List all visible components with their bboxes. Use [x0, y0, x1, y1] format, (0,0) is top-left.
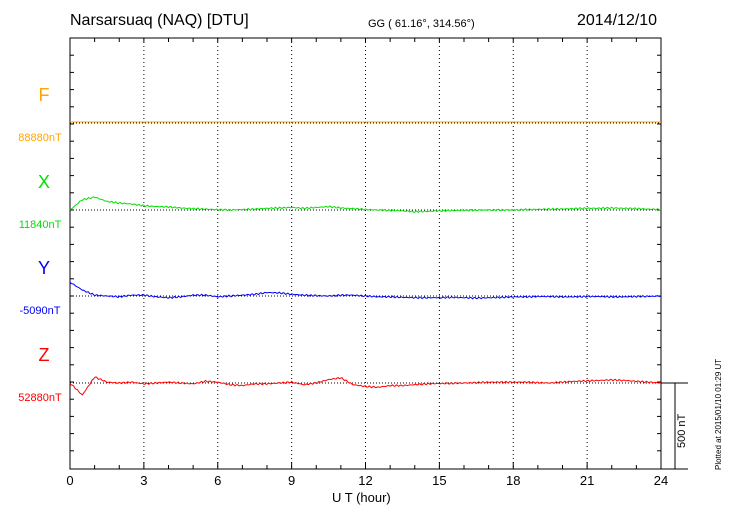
- baseline-value-y: -5090nT: [19, 305, 61, 317]
- baseline-value-x: 11840nT: [18, 219, 62, 231]
- x-tick-label: 18: [506, 473, 520, 488]
- x-axis-label: U T (hour): [332, 490, 391, 505]
- trace-z: [69, 376, 662, 396]
- x-tick-label: 9: [288, 473, 295, 488]
- x-tick-label: 6: [214, 473, 221, 488]
- x-tick-label: 21: [580, 473, 594, 488]
- baseline-value-f: 88880nT: [18, 132, 62, 144]
- trace-x: [69, 196, 662, 214]
- station-coordinates: GG ( 61.16°, 314.56°): [368, 18, 475, 30]
- station-title: Narsarsuaq (NAQ) [DTU]: [70, 12, 249, 29]
- x-tick-label: 0: [66, 473, 73, 488]
- x-tick-label: 3: [140, 473, 147, 488]
- trace-y: [69, 281, 662, 300]
- plotted-timestamp: Plotted at 2015/01/10 01:29 UT: [714, 358, 723, 470]
- x-tick-label: 24: [654, 473, 668, 488]
- x-tick-label: 15: [432, 473, 446, 488]
- plot-date: 2014/12/10: [577, 12, 658, 29]
- x-tick-label: 12: [358, 473, 372, 488]
- component-label-f: F: [38, 85, 50, 105]
- baseline-value-z: 52880nT: [18, 392, 62, 404]
- component-label-y: Y: [37, 258, 50, 278]
- component-label-x: X: [37, 172, 50, 192]
- component-label-z: Z: [38, 345, 50, 365]
- scale-bar-label: 500 nT: [676, 413, 688, 448]
